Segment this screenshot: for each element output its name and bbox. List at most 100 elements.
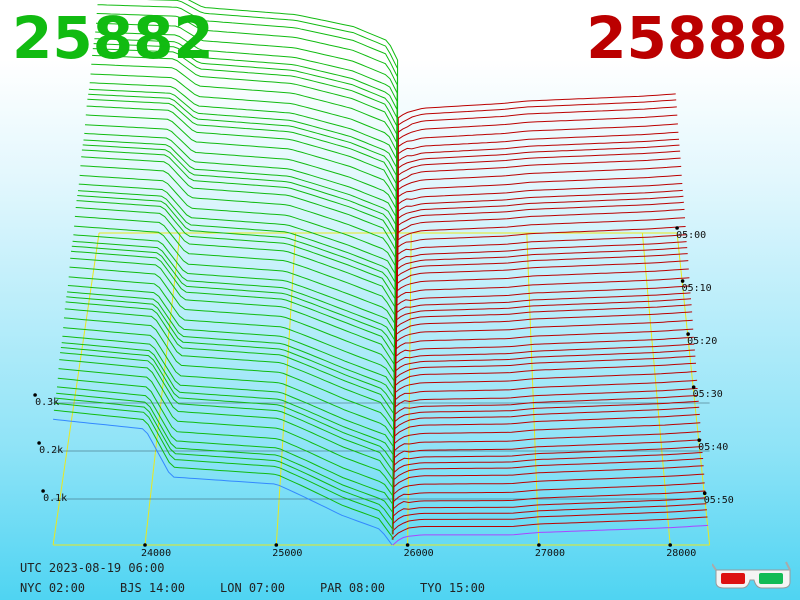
ask-slice-41 xyxy=(394,394,699,450)
ask-slice-10 xyxy=(396,165,682,286)
bid-slice-40 xyxy=(67,285,395,445)
ask-slice-54 xyxy=(392,490,706,519)
bid-slice-5 xyxy=(95,31,398,260)
city-time-par: PAR 08:00 xyxy=(320,581,386,595)
3d-glasses-icon[interactable] xyxy=(712,560,792,592)
bid-slice-22 xyxy=(81,149,396,350)
bid-slice-34 xyxy=(72,240,395,413)
bid-slice-18 xyxy=(84,124,397,329)
x-tick-label-4: 28000 xyxy=(666,548,696,559)
bid-slice-39 xyxy=(68,276,395,440)
ask-slice-19 xyxy=(396,234,687,334)
ask-slice-30 xyxy=(395,311,693,392)
ask-slice-52 xyxy=(393,473,705,508)
y-tick-label-2: 0.3k xyxy=(35,397,59,408)
ask-slice-12 xyxy=(396,183,683,297)
bid-slice-17 xyxy=(85,114,397,323)
ask-slice-38 xyxy=(394,371,697,434)
ask-slice-7 xyxy=(397,144,680,270)
bid-slice-57 xyxy=(54,402,393,535)
bid-slice-11 xyxy=(90,73,397,292)
bid-slice-41 xyxy=(67,291,395,450)
z-tick-label-3: 05:30 xyxy=(693,389,723,400)
ask-slice-20 xyxy=(395,241,687,339)
y-tick-dot-2 xyxy=(33,393,37,397)
ask-slice-33 xyxy=(394,336,694,408)
ask-slice-42 xyxy=(393,400,699,456)
city-time-bjs: BJS 14:00 xyxy=(120,581,186,595)
bid-slice-45 xyxy=(63,317,394,471)
bid-slice-36 xyxy=(70,250,395,424)
ask-slice-56 xyxy=(392,503,707,530)
x-tick-label-1: 25000 xyxy=(272,548,302,559)
ask-slice-17 xyxy=(396,217,686,323)
z-tick-label-5: 05:50 xyxy=(704,495,734,506)
ask-slice-37 xyxy=(394,362,697,429)
ask-slice-1 xyxy=(397,99,677,239)
ask-slice-8 xyxy=(397,150,681,276)
bid-slice-55 xyxy=(56,392,393,524)
bid-slice-8 xyxy=(92,48,398,276)
bid-slice-12 xyxy=(89,82,397,297)
bid-slice-21 xyxy=(82,144,397,345)
grid-line-price-2 xyxy=(407,232,412,546)
ask-slice-45 xyxy=(393,422,701,471)
bid-slice-28 xyxy=(77,195,396,382)
y-tick-label-0: 0.1k xyxy=(43,493,67,504)
ask-slice-11 xyxy=(396,174,682,292)
ask-slice-27 xyxy=(395,292,691,376)
ask-slice-24 xyxy=(395,268,689,360)
bid-slice-13 xyxy=(88,88,397,302)
ask-slice-16 xyxy=(396,208,685,318)
bid-slice-59 xyxy=(53,418,393,546)
ask-slice-15 xyxy=(396,201,684,313)
ask-slice-2 xyxy=(397,106,677,244)
ask-slice-26 xyxy=(395,285,690,371)
bid-slice-15 xyxy=(87,98,397,313)
x-tick-label-2: 26000 xyxy=(404,548,434,559)
ask-slice-39 xyxy=(394,379,698,440)
bid-slice-51 xyxy=(59,359,394,503)
city-time-tyo: TYO 15:00 xyxy=(420,581,486,595)
bid-slice-52 xyxy=(58,368,394,508)
bid-slice-25 xyxy=(79,174,396,366)
grid-line-price-1 xyxy=(275,232,297,546)
bid-slice-49 xyxy=(60,347,394,493)
ask-slice-58 xyxy=(392,516,708,540)
ask-slice-28 xyxy=(395,298,692,382)
y-tick-label-1: 0.2k xyxy=(39,445,63,456)
z-tick-dot-4 xyxy=(697,438,701,442)
z-tick-dot-0 xyxy=(675,226,679,230)
city-time-nyc: NYC 02:00 xyxy=(20,581,86,595)
ask-slice-23 xyxy=(395,260,689,355)
ask-slice-36 xyxy=(394,355,696,424)
bid-slice-26 xyxy=(78,183,396,371)
ask-slice-22 xyxy=(395,253,688,350)
ask-slice-35 xyxy=(394,349,695,419)
bid-slice-9 xyxy=(92,54,398,281)
bid-slice-14 xyxy=(88,93,397,307)
bid-slice-33 xyxy=(73,234,395,408)
bid-slice-19 xyxy=(84,132,397,334)
bid-slice-43 xyxy=(65,301,395,461)
ask-slice-34 xyxy=(394,343,695,413)
ask-slice-46 xyxy=(393,431,701,477)
z-tick-label-4: 05:40 xyxy=(698,442,728,453)
ask-slice-51 xyxy=(393,465,704,503)
ask-slice-57 xyxy=(392,509,707,535)
ask-slice-48 xyxy=(393,446,703,487)
ask-slice-50 xyxy=(393,458,704,498)
ask-slice-0 xyxy=(397,93,676,233)
bid-slice-53 xyxy=(57,377,394,514)
ask-slice-18 xyxy=(396,226,686,329)
ask-slice-31 xyxy=(394,319,693,397)
utc-time: UTC 2023-08-19 06:00 xyxy=(20,561,165,575)
ask-slice-13 xyxy=(396,189,683,302)
z-tick-dot-5 xyxy=(702,491,707,496)
x-tick-dot-0 xyxy=(143,543,147,547)
z-tick-label-1: 05:10 xyxy=(682,283,712,294)
ask-slice-6 xyxy=(397,138,680,265)
x-tick-label-3: 27000 xyxy=(535,548,565,559)
bid-slice-16 xyxy=(86,105,397,318)
